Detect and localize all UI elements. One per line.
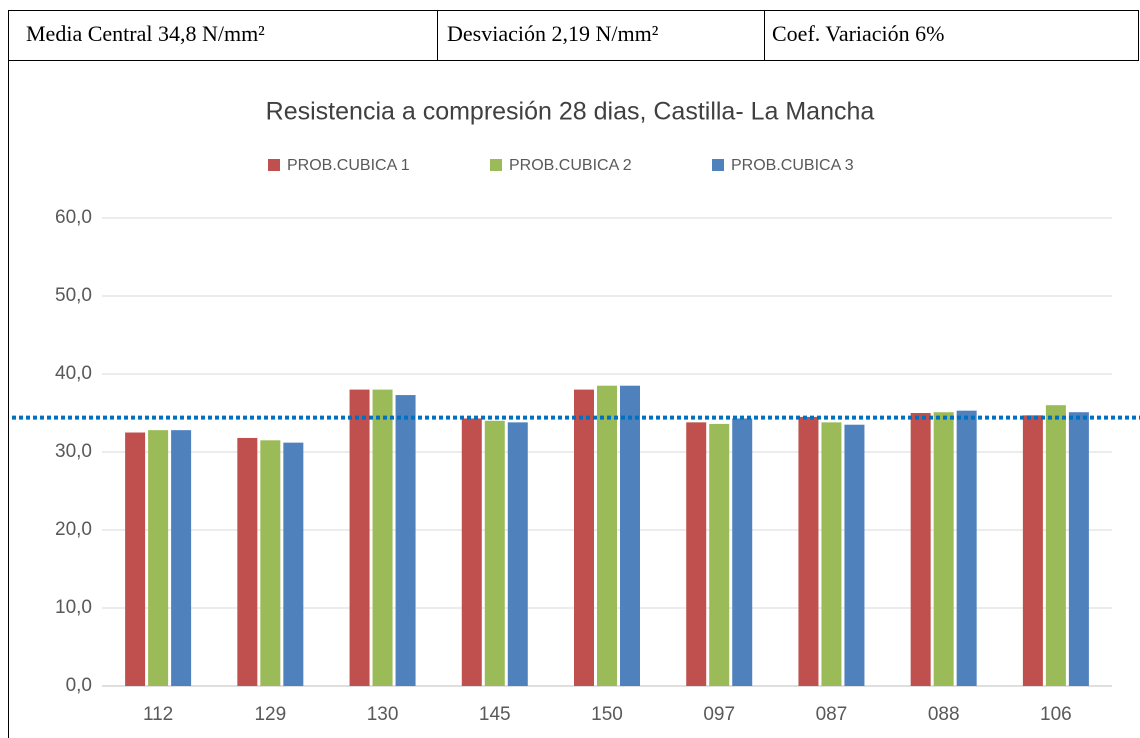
bar: [910, 413, 931, 686]
bar: [686, 422, 707, 686]
bar: [395, 395, 416, 686]
y-tick-label: 10,0: [55, 597, 92, 618]
y-tick-label: 60,0: [55, 207, 92, 228]
y-tick-label: 30,0: [55, 441, 92, 462]
x-tick-label: 145: [479, 704, 511, 725]
bar: [349, 389, 370, 686]
x-tick-label: 097: [703, 704, 735, 725]
legend-label: PROB.CUBICA 3: [731, 157, 854, 174]
bar: [933, 412, 954, 686]
bar: [798, 416, 819, 686]
bar: [237, 437, 258, 686]
bar: [260, 440, 281, 686]
x-tick-label: 088: [928, 704, 960, 725]
y-tick-label: 50,0: [55, 285, 92, 306]
bar: [709, 423, 730, 686]
bar: [148, 430, 169, 686]
bar: [821, 422, 842, 686]
legend-swatch: [712, 159, 724, 171]
legend-label: PROB.CUBICA 2: [509, 157, 632, 174]
bar: [956, 410, 977, 686]
bar: [125, 432, 146, 686]
header-cell: Desviación 2,19 N/mm²: [447, 21, 659, 46]
bar: [1022, 415, 1043, 686]
legend-swatch: [490, 159, 502, 171]
header-table: [8, 10, 1139, 61]
header-cell: Coef. Variación 6%: [772, 21, 945, 46]
header-cell: Media Central 34,8 N/mm²: [26, 21, 265, 46]
bar: [507, 422, 528, 686]
y-tick-label: 40,0: [55, 363, 92, 384]
y-tick-label: 20,0: [55, 519, 92, 540]
bar: [461, 418, 482, 686]
bar: [1068, 412, 1089, 686]
x-tick-label: 087: [816, 704, 848, 725]
bar: [1045, 405, 1066, 686]
bar: [732, 418, 753, 686]
bar: [844, 424, 865, 686]
x-tick-label: 106: [1040, 704, 1072, 725]
x-tick-label: 129: [254, 704, 286, 725]
bar: [283, 442, 304, 686]
bar: [574, 389, 594, 686]
legend-label: PROB.CUBICA 1: [287, 157, 410, 174]
x-tick-label: 150: [591, 704, 623, 725]
bar: [484, 420, 505, 686]
bar: [372, 389, 393, 686]
bar: [171, 430, 192, 686]
chart-title: Resistencia a compresión 28 dias, Castil…: [266, 98, 875, 126]
bar: [597, 385, 617, 686]
y-tick-label: 0,0: [66, 675, 92, 696]
x-tick-label: 130: [367, 704, 399, 725]
x-tick-label: 112: [143, 704, 173, 725]
bar: [620, 385, 640, 686]
legend-swatch: [268, 159, 280, 171]
